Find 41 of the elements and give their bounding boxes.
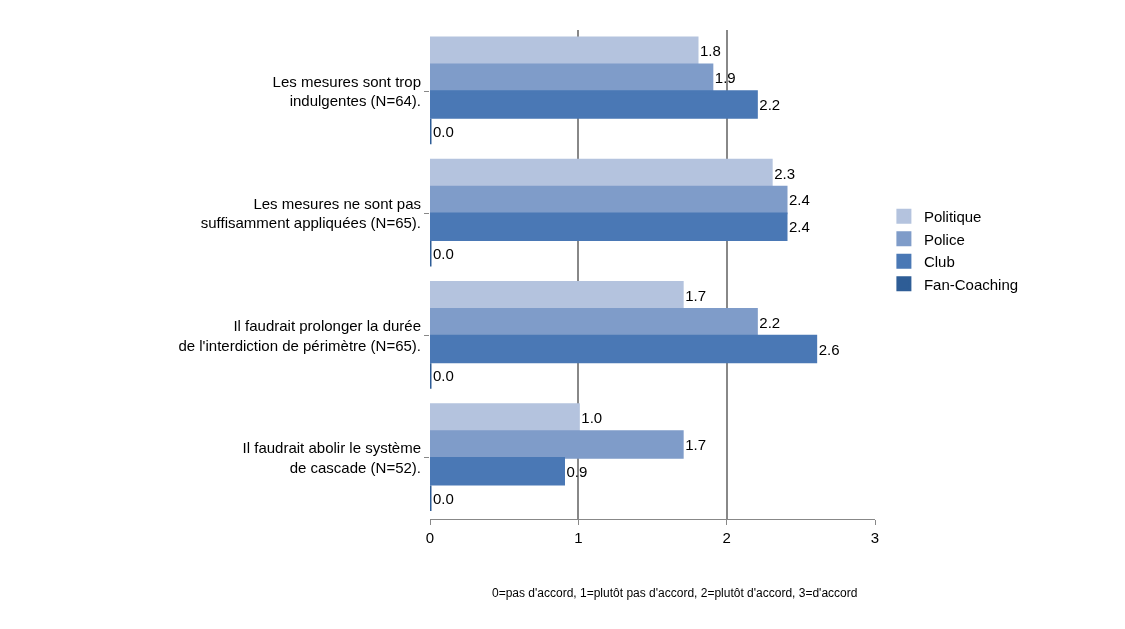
bar: [430, 307, 758, 337]
data-label: 2.3: [774, 164, 796, 182]
data-label: 0.9: [566, 462, 588, 480]
y-tick-label: Les mesures ne sont pas suffisamment appliquées (N=65).: [200, 194, 421, 232]
y-tick-label: Il faudrait abolir le système de cascade (N=52).: [242, 439, 421, 476]
bar: [430, 403, 580, 432]
data-label: 2.2: [759, 313, 781, 331]
data-label: 2.2: [759, 96, 781, 114]
x-tick-label: 3: [870, 529, 880, 546]
data-label: 0.0: [433, 367, 454, 385]
data-label: 2.6: [818, 340, 840, 358]
data-label: 1.8: [700, 42, 721, 60]
legend-label: Fan-Coaching: [923, 275, 1019, 293]
bar: [430, 212, 788, 242]
bar: [430, 36, 699, 66]
bar: [430, 90, 758, 119]
data-label: 1.0: [581, 409, 603, 427]
y-tick-label: Il faudrait prolonger la durée de l'interdiction de périmètre (N=65).: [178, 317, 421, 354]
x-tick-label: 2: [722, 529, 731, 546]
x-tick-label: 0: [425, 529, 435, 546]
legend-label: Club: [923, 253, 955, 271]
x-tick-label: 1: [574, 529, 583, 546]
text: 0=pas d'accord, 1=plutôt pas d'accord, 2=plutôt d'accord, 3=d'accord: [492, 586, 858, 600]
data-label: 0.0: [433, 245, 454, 263]
data-label: 1.7: [685, 286, 707, 304]
legend-label: Police: [923, 230, 965, 248]
y-tick-label: Les mesures sont trop indulgentes (N=64).: [272, 72, 421, 110]
bar: [430, 457, 565, 486]
bar: [430, 430, 684, 459]
bar: [430, 158, 773, 188]
data-label: 2.4: [789, 218, 810, 236]
data-label: 2.4: [789, 191, 810, 209]
data-label: 0.0: [433, 489, 454, 507]
bar: [430, 334, 818, 364]
bar: [430, 63, 714, 92]
bar: [430, 281, 684, 310]
data-label: 1.7: [685, 435, 707, 453]
bar: [430, 185, 788, 215]
data-label: 0.0: [433, 122, 454, 140]
data-label: 1.9: [714, 69, 736, 87]
legend-label: Politique: [923, 208, 982, 226]
